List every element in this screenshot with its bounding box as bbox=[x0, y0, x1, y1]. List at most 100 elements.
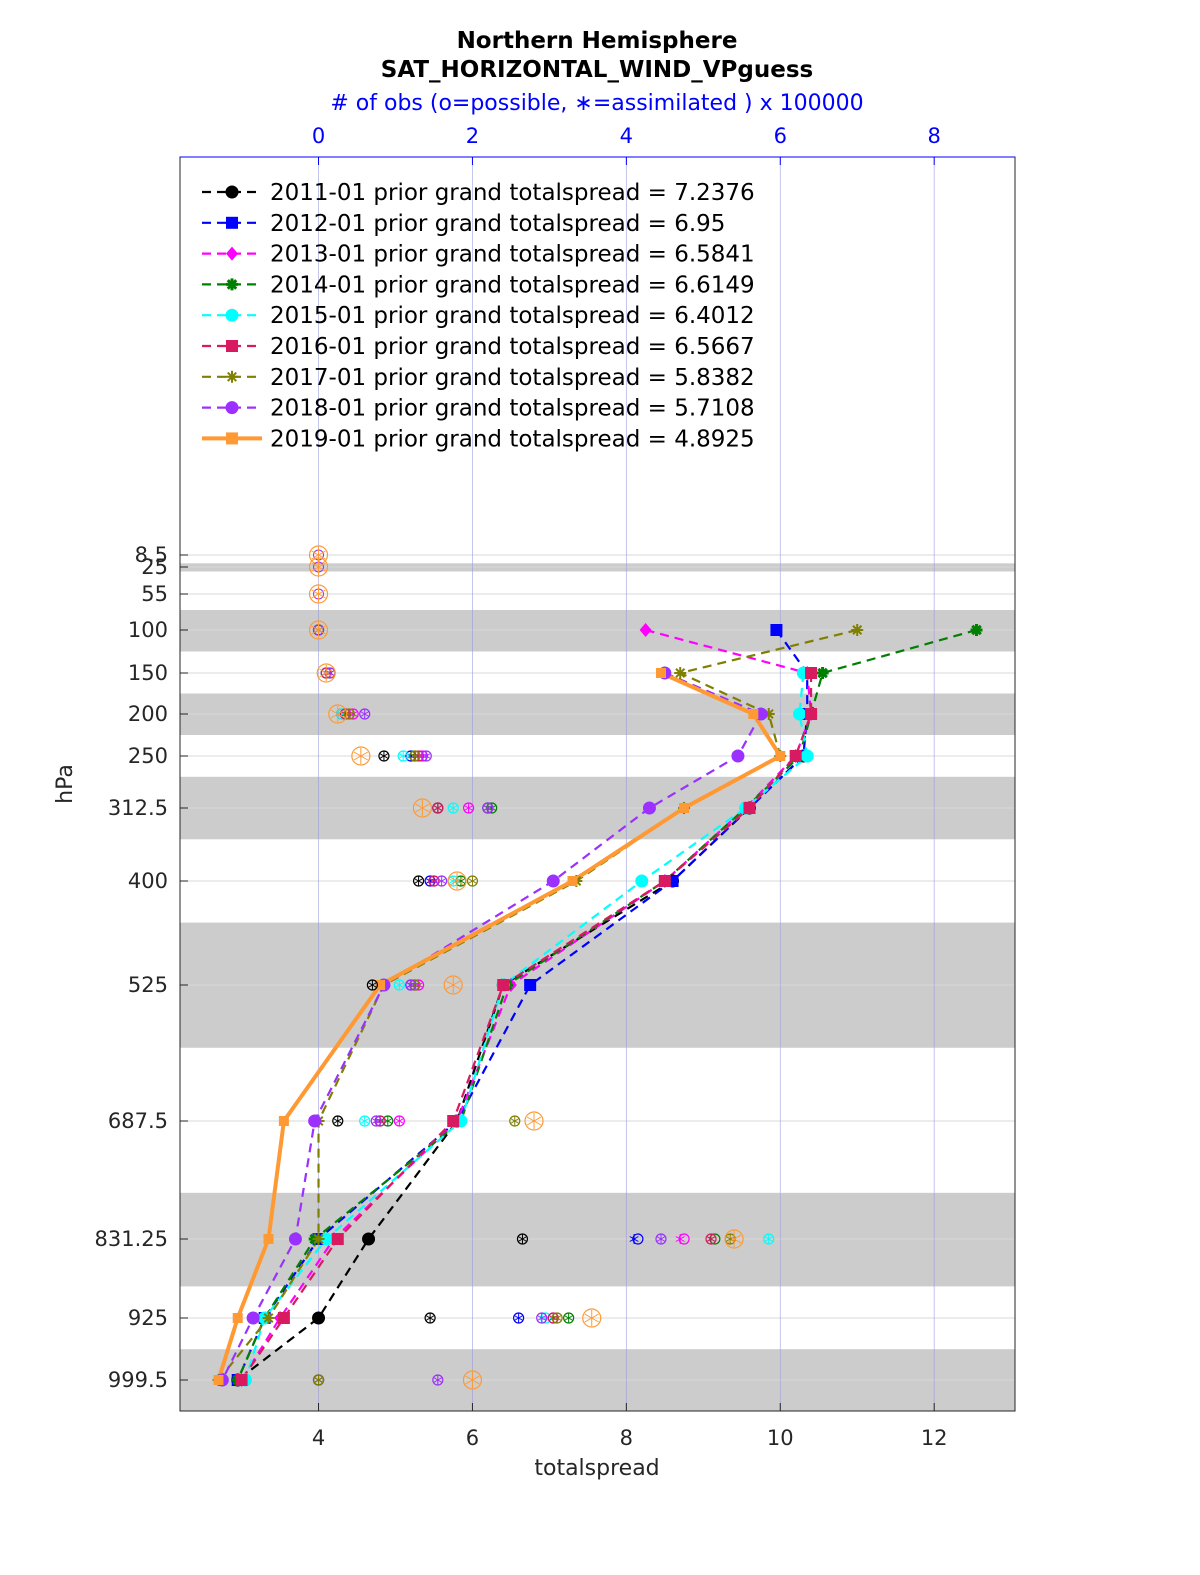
obs-assimilated-marker bbox=[725, 1234, 735, 1244]
legend-label: 2017-01 prior grand totalspread = 5.8382 bbox=[270, 365, 755, 391]
legend-label: 2012-01 prior grand totalspread = 6.95 bbox=[270, 211, 725, 237]
series-line bbox=[236, 628, 977, 1381]
obs-assimilated-marker bbox=[367, 980, 377, 990]
obs-assimilated-marker bbox=[483, 803, 493, 813]
obs-possible-marker bbox=[524, 1111, 544, 1131]
obs-possible-marker bbox=[678, 1233, 690, 1245]
obs-assimilated-marker bbox=[410, 751, 420, 761]
y-tick-label: 831.25 bbox=[95, 1227, 168, 1251]
obs-assimilated-marker bbox=[353, 748, 369, 764]
legend-marker bbox=[225, 308, 239, 322]
shaded-layer-band bbox=[180, 610, 1015, 652]
series-point bbox=[674, 667, 687, 679]
obs-possible-marker bbox=[724, 1229, 744, 1249]
series-point bbox=[658, 875, 671, 887]
obs-assimilated-marker bbox=[675, 1234, 685, 1244]
obs-assimilated-marker bbox=[517, 1234, 528, 1244]
legend-marker bbox=[225, 401, 239, 415]
series-line bbox=[240, 673, 813, 1381]
obs-assimilated-marker bbox=[726, 1231, 742, 1247]
obs-assimilated-marker bbox=[437, 876, 447, 886]
obs-assimilated-marker bbox=[425, 1313, 435, 1323]
obs-possible-marker bbox=[582, 1308, 602, 1328]
obs-assimilated-marker bbox=[313, 1375, 324, 1385]
series-point bbox=[312, 1311, 326, 1325]
obs-assimilated-marker bbox=[398, 751, 408, 761]
obs-assimilated-marker bbox=[406, 980, 416, 990]
top-axis-ticks: 0 2 4 6 8 bbox=[312, 124, 941, 165]
legend-label: 2019-01 prior grand totalspread = 4.8925 bbox=[270, 426, 755, 452]
obs-possible-marker bbox=[308, 620, 329, 640]
obs-assimilated-marker bbox=[449, 873, 465, 889]
y-tick-label: 250 bbox=[128, 744, 168, 768]
series-point bbox=[789, 750, 802, 762]
obs-assimilated-marker bbox=[360, 709, 370, 719]
chart-title: Northern Hemisphere bbox=[457, 28, 738, 54]
series-point bbox=[731, 749, 745, 763]
series-point bbox=[262, 1312, 275, 1324]
series-point bbox=[793, 707, 807, 721]
y-tick-label: 100 bbox=[128, 618, 168, 642]
x-axis-label: totalspread bbox=[534, 1456, 659, 1481]
legend-marker bbox=[226, 246, 238, 261]
x-tick-label: 10 bbox=[767, 1426, 794, 1450]
obs-assimilated-marker bbox=[467, 876, 478, 886]
obs-assimilated-marker bbox=[433, 803, 443, 813]
series-line bbox=[240, 628, 813, 1381]
y-tick-label: 525 bbox=[128, 973, 168, 997]
obs-possible-marker bbox=[351, 746, 371, 766]
series-point bbox=[312, 1233, 325, 1245]
y-tick-label: 999.5 bbox=[108, 1368, 168, 1392]
obs-assimilated-marker bbox=[537, 1313, 547, 1323]
series-point bbox=[642, 801, 656, 815]
series-point bbox=[288, 1232, 302, 1246]
chart-subtitle: SAT_HORIZONTAL_WIND_VPguess bbox=[381, 57, 813, 83]
top-tick-label: 2 bbox=[466, 124, 479, 148]
y-tick-label: 150 bbox=[128, 661, 168, 685]
obs-possible-marker bbox=[632, 1233, 644, 1245]
series-markers bbox=[212, 623, 983, 1387]
obs-assimilated-marker bbox=[552, 1313, 562, 1323]
series-point bbox=[743, 802, 756, 814]
y-axis-ticks: 8.525 55 100 150 200 250 312.5 400 525 687.5 831.2… bbox=[95, 543, 188, 1392]
series-point bbox=[277, 1312, 290, 1324]
y-tick-label: 200 bbox=[128, 702, 168, 726]
obs-possible-marker bbox=[316, 663, 336, 683]
y-axis-label: hPa bbox=[53, 764, 78, 804]
legend: 2011-01 prior grand totalspread = 7.2376… bbox=[202, 180, 755, 452]
y-tick-label: 925 bbox=[128, 1306, 168, 1330]
series-point bbox=[375, 980, 386, 990]
legend-marker bbox=[226, 278, 238, 291]
obs-possible-marker bbox=[709, 1233, 721, 1245]
x-tick-label: 8 bbox=[620, 1426, 633, 1450]
legend-label: 2016-01 prior grand totalspread = 6.5667 bbox=[270, 334, 755, 360]
x-axis-ticks: 4 6 8 10 12 bbox=[312, 1403, 948, 1450]
series-point bbox=[331, 1233, 344, 1245]
obs-assimilated-marker bbox=[371, 1116, 381, 1126]
series-point bbox=[567, 876, 578, 886]
legend-label: 2014-01 prior grand totalspread = 6.6149 bbox=[270, 272, 755, 298]
obs-assimilated-marker bbox=[526, 1113, 542, 1129]
obs-assimilated-marker bbox=[433, 1375, 443, 1385]
obs-assimilated-marker bbox=[311, 622, 326, 638]
series-point bbox=[546, 874, 560, 888]
y-tick-label: 400 bbox=[128, 869, 168, 893]
obs-assimilated-marker bbox=[333, 1116, 343, 1126]
obs-assimilated-marker bbox=[325, 668, 335, 678]
series-point bbox=[775, 751, 786, 761]
series-line bbox=[216, 671, 784, 1381]
series-point bbox=[770, 624, 783, 636]
obs-assimilated-marker bbox=[448, 876, 458, 886]
shaded-layer-band bbox=[180, 1192, 1015, 1287]
obs-assimilated-marker bbox=[514, 1313, 524, 1323]
top-tick-label: 0 bbox=[312, 124, 325, 148]
series-point bbox=[655, 668, 666, 678]
series-point bbox=[497, 979, 510, 991]
series-point bbox=[232, 1313, 243, 1323]
y-tick-label: 8.5 bbox=[135, 543, 168, 567]
top-axis-label: # of obs (o=possible, ∗=assimilated ) x … bbox=[330, 91, 863, 116]
obs-assimilated-marker bbox=[629, 1234, 639, 1244]
series-point bbox=[800, 749, 814, 763]
obs-assimilated-marker bbox=[311, 559, 326, 575]
